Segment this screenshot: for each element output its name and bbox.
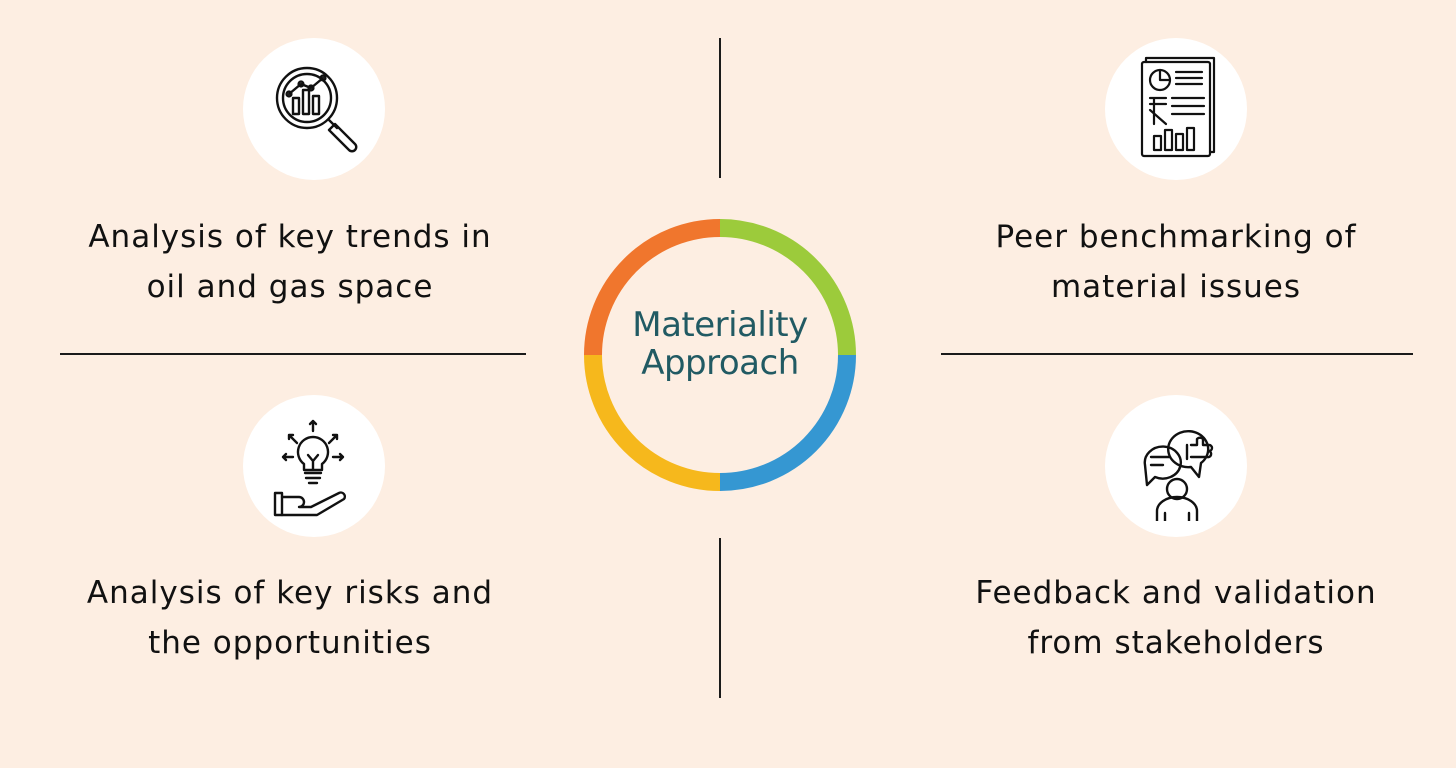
feedback-caption: Feedback and validation from stakeholder… bbox=[946, 568, 1406, 668]
risks-icon-badge bbox=[243, 395, 385, 537]
feedback-caption-line1: Feedback and validation bbox=[975, 575, 1377, 611]
trends-caption: Analysis of key trends in oil and gas sp… bbox=[60, 212, 520, 312]
financial-report-icon bbox=[1140, 56, 1216, 158]
benchmarking-caption: Peer benchmarking of material issues bbox=[946, 212, 1406, 312]
divider-right bbox=[941, 353, 1413, 355]
benchmarking-icon-badge bbox=[1105, 38, 1247, 180]
risks-caption: Analysis of key risks and the opportunit… bbox=[60, 568, 520, 668]
divider-left bbox=[60, 353, 526, 355]
risks-caption-line2: the opportunities bbox=[148, 625, 432, 661]
center-title-line1: Materiality bbox=[632, 305, 808, 345]
feedback-caption-line2: from stakeholders bbox=[1027, 625, 1325, 661]
center-title-line2: Approach bbox=[641, 343, 799, 383]
risks-caption-line1: Analysis of key risks and bbox=[86, 575, 494, 611]
materiality-ring bbox=[584, 219, 856, 491]
ring-segment-green bbox=[719, 219, 856, 356]
lightbulb-hand-icon bbox=[273, 419, 347, 517]
benchmarking-caption-line2: material issues bbox=[1050, 269, 1302, 305]
center-title: Materiality Approach bbox=[600, 306, 840, 382]
divider-top bbox=[719, 38, 721, 178]
magnifier-chart-icon bbox=[275, 66, 358, 153]
trends-icon-badge bbox=[243, 38, 385, 180]
feedback-icon-badge bbox=[1105, 395, 1247, 537]
stakeholder-feedback-icon bbox=[1143, 429, 1214, 521]
ring-segment-blue bbox=[719, 354, 856, 491]
ring-segment-orange bbox=[584, 219, 721, 356]
ring-segment-yellow bbox=[584, 354, 721, 491]
divider-bottom bbox=[719, 538, 721, 698]
trends-caption-line1: Analysis of key trends in bbox=[88, 219, 492, 255]
benchmarking-caption-line1: Peer benchmarking of bbox=[995, 219, 1357, 255]
trends-caption-line2: oil and gas space bbox=[146, 269, 434, 305]
